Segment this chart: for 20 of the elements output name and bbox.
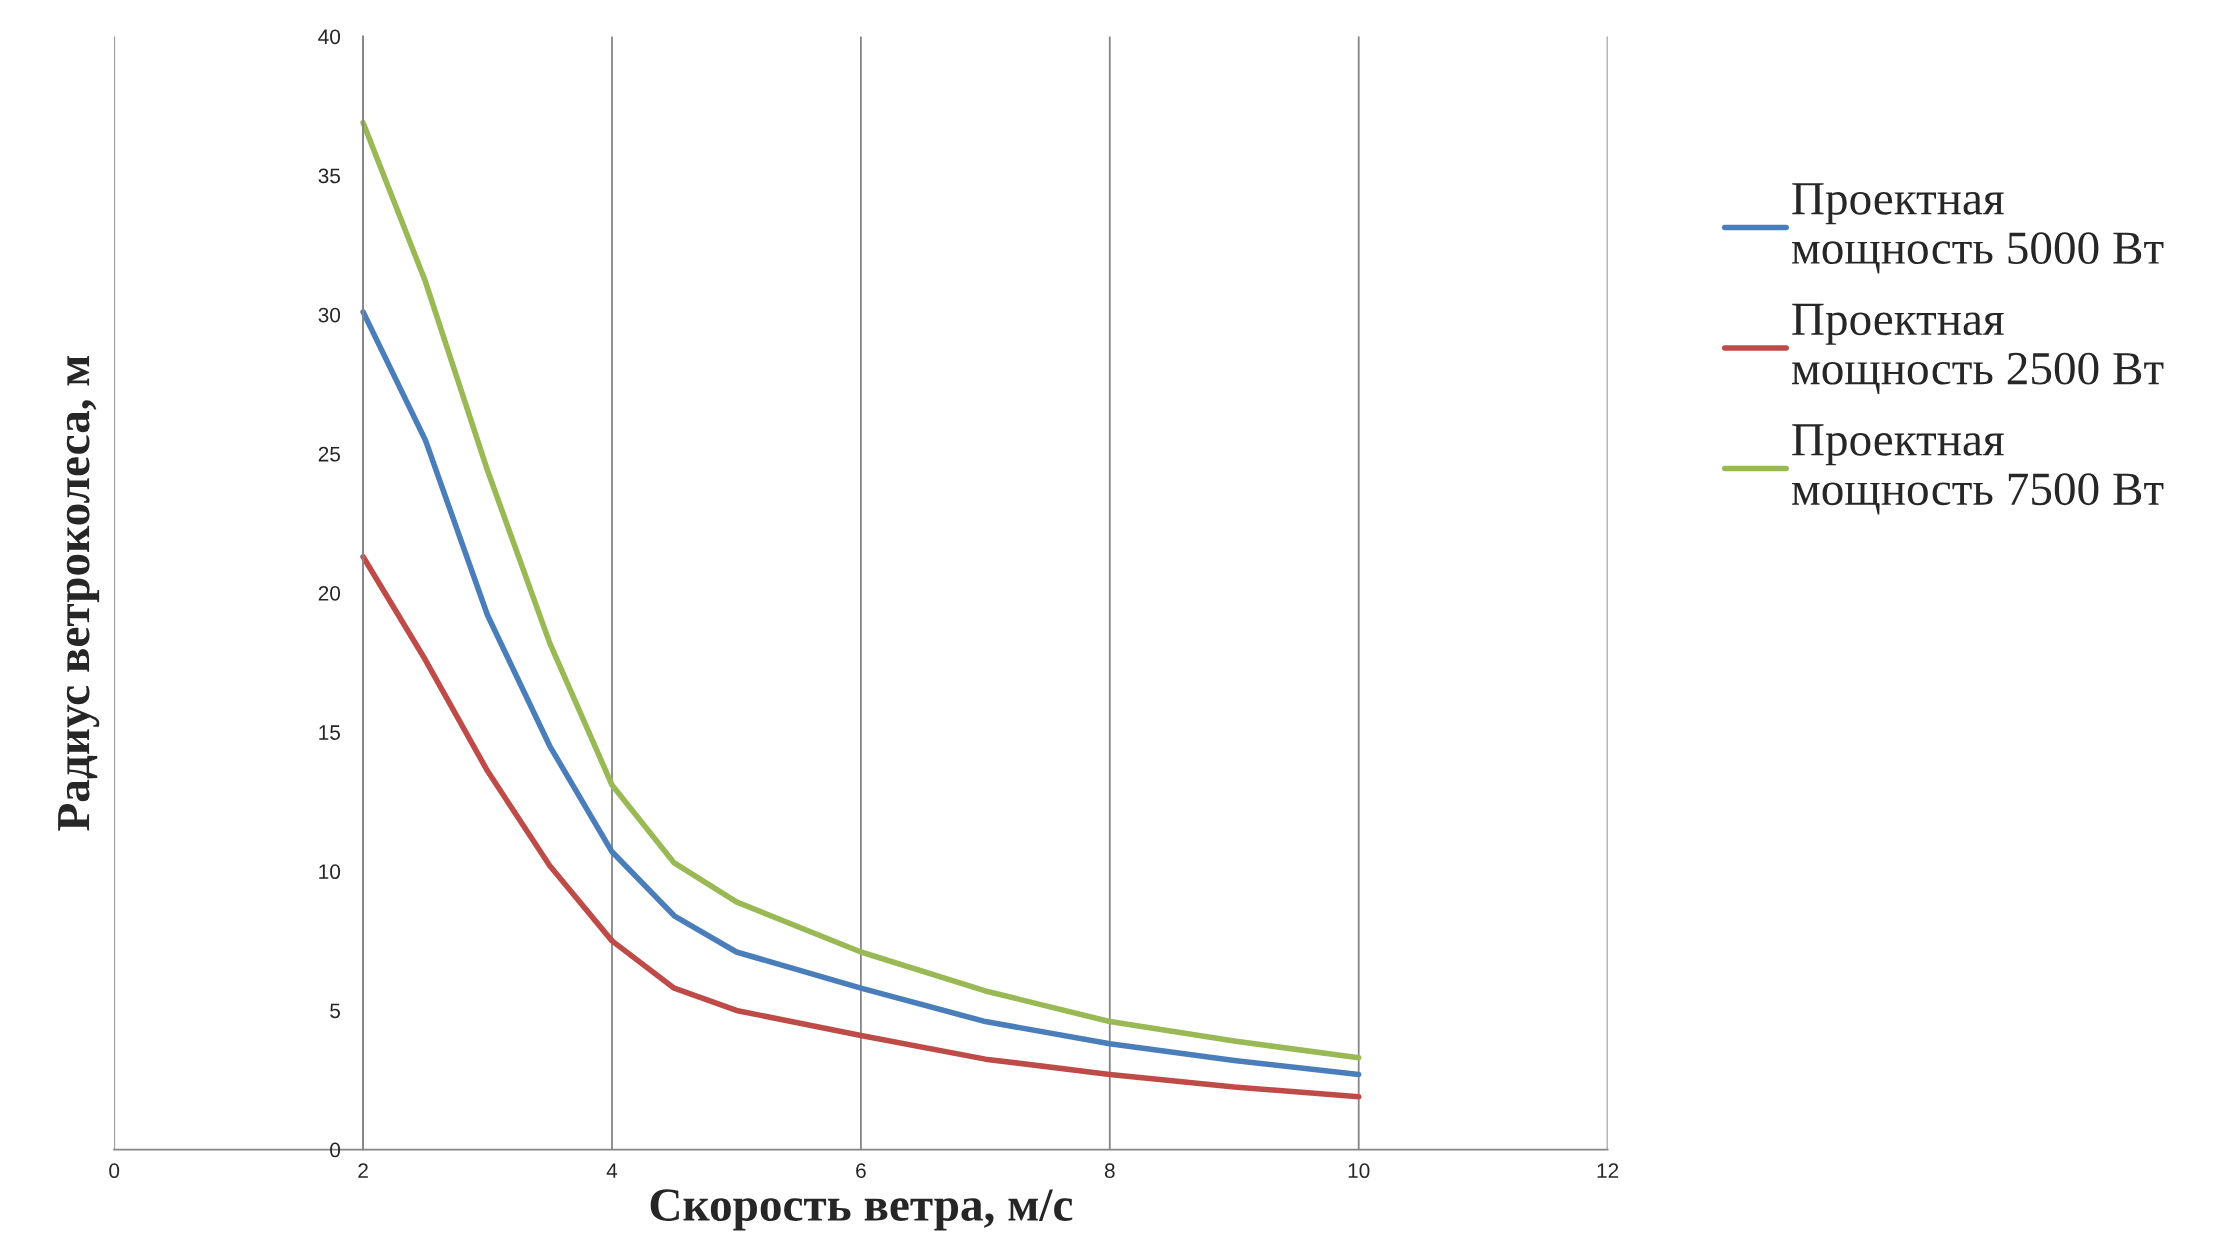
y-tick-label: 15 [319,725,340,740]
y-tick-label: 40 [318,29,341,45]
x-tick-label: 0 [109,1163,120,1179]
y-tick-label: 10 [319,864,341,880]
x-tick-label: 12 [1597,1163,1619,1178]
y-tick-label: 20 [318,585,341,601]
y-tick-label: 30 [318,307,341,323]
x-tick-label: 2 [358,1163,368,1178]
x-axis-title: Скорость ветра, м/с [650,1189,1073,1231]
legend-label: Проектная мощность 2500 Вт [1791,303,2164,394]
x-tick-label: 8 [1104,1163,1115,1179]
y-tick-label: 5 [330,1003,340,1019]
x-tick-label: 6 [856,1163,866,1179]
legend-label: Проектная мощность 5000 Вт [1791,183,2164,274]
legend-label: Проектная мощность 7500 Вт [1791,424,2164,515]
y-tick-label: 35 [318,168,340,184]
y-axis-title: Радиус ветроколеса, м [58,355,100,831]
y-tick-label: 25 [318,446,340,462]
x-tick-label: 4 [606,1163,618,1178]
x-tick-label: 10 [1348,1163,1370,1179]
